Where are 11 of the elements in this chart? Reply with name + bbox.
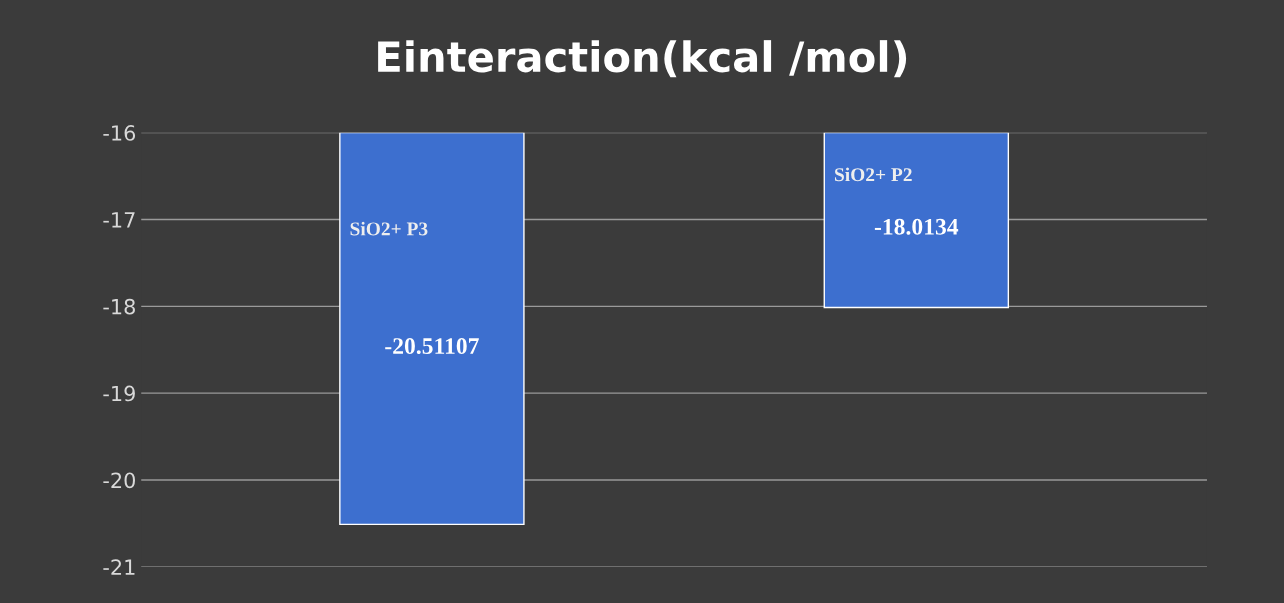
y-tick-label: -18	[103, 298, 135, 315]
data-label: -20.51107	[385, 338, 479, 355]
x-tick-label: SiO2+ P2	[834, 167, 912, 182]
y-tick-label: -19	[103, 385, 135, 402]
y-tick-label: -21	[103, 559, 135, 575]
x-tick-label: SiO2+ P3	[350, 221, 428, 236]
y-tick-label: -16	[103, 125, 136, 141]
data-label: -18.0134	[874, 218, 959, 235]
y-tick-label: -17	[103, 212, 135, 228]
y-tick-label: -20	[103, 472, 135, 489]
chart-title: Einteraction(kcal /mol)	[378, 40, 907, 78]
